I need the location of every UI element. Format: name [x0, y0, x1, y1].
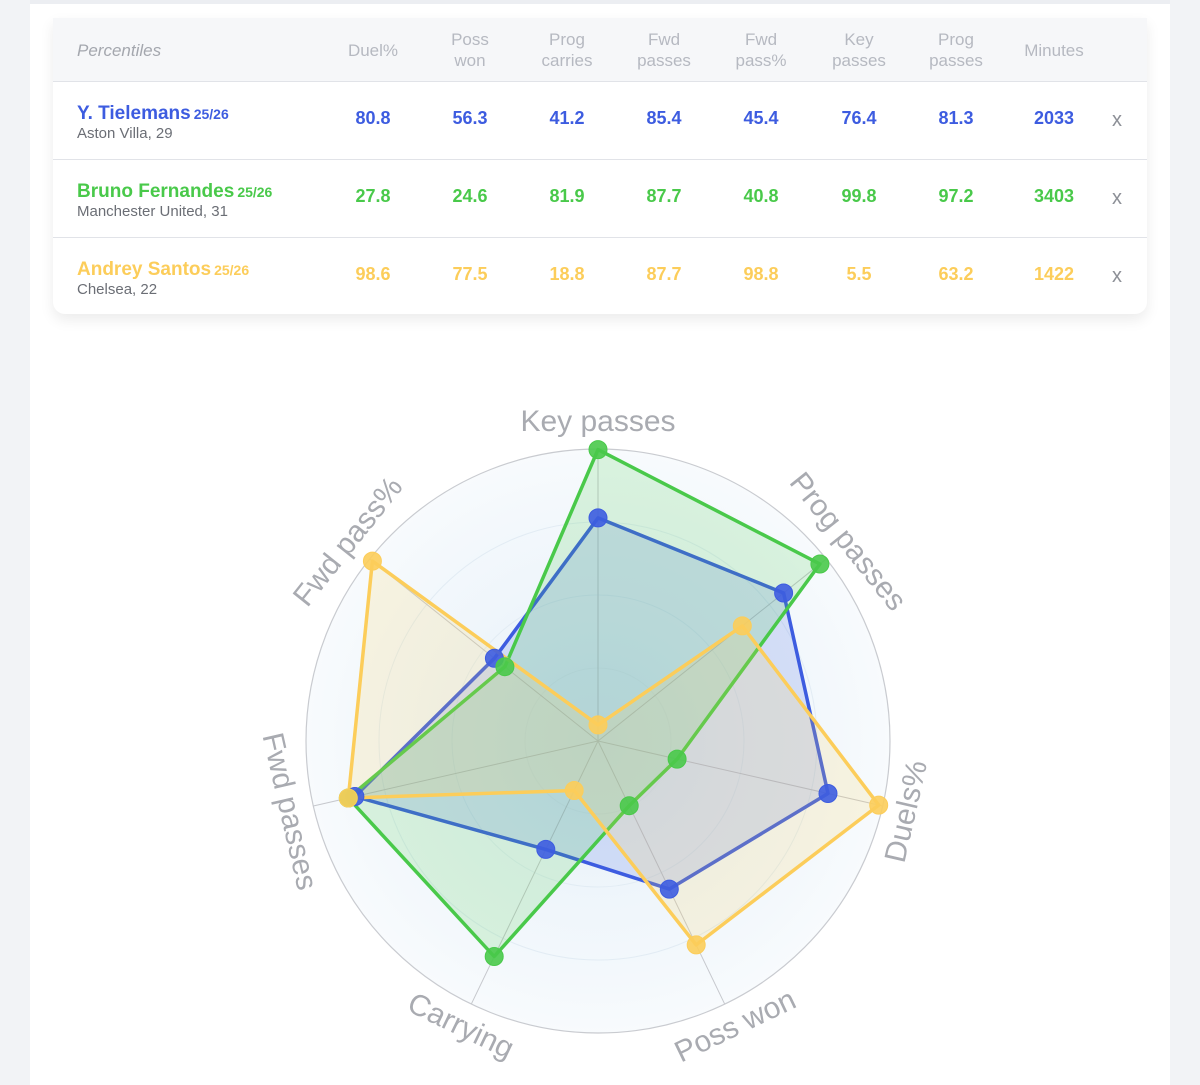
remove-player-button[interactable]: x	[1112, 265, 1122, 287]
series-3-point	[686, 935, 706, 955]
cell-poss-won: 56.3	[452, 108, 488, 128]
cell-fwd-passes: 87.7	[646, 186, 682, 206]
series-3-point	[362, 551, 382, 571]
cell-prog-passes: 63.2	[938, 264, 974, 284]
header-fwd-pass-pct[interactable]: Fwd pass%	[735, 30, 787, 70]
table-row: Andrey Santos 25/26 Chelsea, 22 98.6 77.5 18.…	[53, 238, 1147, 315]
series-2-point	[484, 947, 504, 966]
cell-fwd-pass-pct: 45.4	[743, 108, 779, 128]
series-polygon-1	[353, 516, 830, 891]
player-name-text: Bruno Fernandes	[77, 181, 235, 202]
top-strip	[30, 0, 1170, 4]
player-name[interactable]: Y. Tielemans 25/26	[77, 103, 229, 125]
series-2-point	[667, 749, 687, 769]
series-1-point	[536, 839, 556, 859]
cell-fwd-pass-pct: 98.8	[743, 264, 779, 284]
remove-player-button[interactable]: x	[1112, 109, 1122, 131]
cell-minutes: 3403	[1033, 186, 1075, 206]
header-poss-won[interactable]: Poss won	[451, 30, 489, 70]
header-prog-carries[interactable]: Prog carries	[541, 30, 593, 70]
series-2-point	[495, 657, 515, 677]
table-row: Y. Tielemans 25/26 Aston Villa, 29 80.8 56.3…	[53, 82, 1147, 160]
cell-minutes: 1422	[1033, 264, 1075, 284]
series-3-point	[732, 616, 752, 636]
series-2-point	[810, 554, 830, 574]
cell-fwd-passes: 85.4	[646, 108, 682, 128]
header-prog-passes[interactable]: Prog passes	[929, 30, 983, 70]
header-percentiles: Percentiles	[77, 40, 162, 60]
table-header: Percentiles Duel% Poss won Prog carries Fw…	[53, 18, 1147, 82]
cell-prog-carries: 18.8	[549, 264, 585, 284]
series-1-point	[588, 508, 608, 528]
axis-label: Key passes	[520, 405, 675, 438]
series-polygon-2	[346, 447, 822, 959]
cell-prog-passes: 97.2	[938, 186, 974, 206]
cell-duel-pct: 80.8	[355, 108, 391, 128]
player-club: Aston Villa, 29	[77, 125, 173, 142]
series-3-point	[588, 715, 608, 735]
table-row: Bruno Fernandes 25/26 Manchester United, 3…	[53, 160, 1147, 238]
player-name[interactable]: Andrey Santos 25/26	[77, 259, 249, 281]
player-name[interactable]: Bruno Fernandes 25/26	[77, 181, 272, 203]
cell-fwd-passes: 87.7	[646, 264, 682, 284]
radar-spoke	[369, 558, 599, 742]
player-club: Chelsea, 22	[77, 281, 158, 298]
series-3-point	[338, 788, 358, 808]
cell-poss-won: 77.5	[452, 264, 488, 284]
cell-prog-carries: 41.2	[549, 108, 585, 128]
header-minutes[interactable]: Minutes	[1024, 40, 1084, 60]
player-season: 25/26	[237, 184, 273, 200]
header-fwd-passes[interactable]: Fwd passes	[637, 30, 691, 70]
series-2-point	[588, 440, 608, 460]
cell-prog-carries: 81.9	[549, 186, 585, 206]
cell-key-passes: 99.8	[841, 186, 877, 206]
remove-player-button[interactable]: x	[1112, 187, 1122, 209]
series-3-point	[564, 781, 584, 800]
series-2-point	[619, 796, 639, 816]
player-name-text: Y. Tielemans	[77, 103, 191, 124]
player-club: Manchester United, 31	[77, 203, 228, 220]
cell-key-passes: 5.5	[846, 264, 872, 284]
player-season: 25/26	[214, 262, 250, 278]
player-name-text: Andrey Santos	[77, 259, 212, 280]
cell-duel-pct: 27.8	[355, 186, 391, 206]
cell-duel-pct: 98.6	[355, 264, 391, 284]
cell-prog-passes: 81.3	[938, 108, 974, 128]
comparison-table: Percentiles Duel% Poss won Prog carries Fw…	[53, 18, 1147, 314]
cell-key-passes: 76.4	[841, 108, 877, 128]
header-duel-pct[interactable]: Duel%	[347, 40, 399, 60]
series-1-point	[659, 879, 679, 899]
radar-spoke	[597, 740, 726, 1005]
series-polygon-3	[346, 559, 881, 947]
player-season: 25/26	[193, 106, 229, 122]
cell-poss-won: 24.6	[452, 186, 488, 206]
series-3-point	[869, 795, 889, 815]
cell-minutes: 2033	[1033, 108, 1075, 128]
cell-fwd-pass-pct: 40.8	[743, 186, 779, 206]
series-1-point	[774, 583, 794, 603]
series-1-point	[818, 784, 838, 803]
header-key-passes[interactable]: Key passes	[832, 30, 886, 70]
